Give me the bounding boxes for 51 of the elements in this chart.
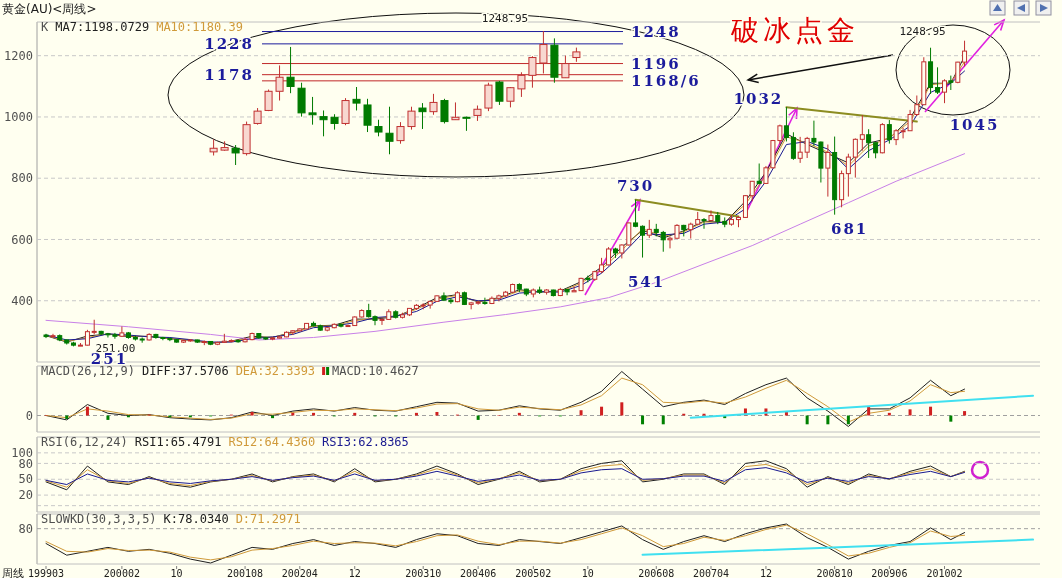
y-tick-label: 1000 bbox=[4, 110, 33, 125]
y-tick-label: 600 bbox=[11, 232, 33, 247]
y-tick-label: 800 bbox=[11, 171, 33, 186]
x-axis-title: 周线 bbox=[2, 567, 24, 578]
x-tick-label: 201002 bbox=[926, 568, 963, 578]
annotation: 1196 bbox=[631, 54, 681, 73]
legend-label: MACD:10.4627 bbox=[332, 364, 419, 378]
x-tick-label: 200310 bbox=[405, 568, 442, 578]
series-label: D:71.2971 bbox=[235, 512, 301, 526]
y-tick-label: 400 bbox=[11, 293, 33, 308]
text: RSI1:65.4791 bbox=[134, 435, 222, 449]
annotation: 1248 bbox=[631, 22, 681, 41]
annotation: 1168/6 bbox=[631, 72, 701, 91]
text: MA7:1198.0729 bbox=[55, 20, 150, 34]
x-tick-label: 10 bbox=[170, 568, 183, 578]
chart-title: RSI(6,12,24) bbox=[41, 435, 128, 449]
x-tick-label: 200906 bbox=[871, 568, 908, 578]
text: K:78.0340 bbox=[163, 512, 229, 526]
chart-subtitle: K bbox=[41, 20, 49, 34]
annotation: 541 bbox=[627, 272, 666, 291]
text: RSI2:64.4360 bbox=[228, 435, 316, 449]
text: DIFF:37.5706 bbox=[141, 364, 229, 378]
y-tick-label: 20 bbox=[18, 488, 33, 503]
chart-title: MACD(26,12,9) bbox=[41, 364, 135, 378]
x-tick-label: 200810 bbox=[816, 568, 853, 578]
annotation: 681 bbox=[830, 219, 869, 238]
annotation: 730 bbox=[616, 176, 655, 195]
x-tick-label: 200608 bbox=[638, 568, 675, 578]
x-tick-label: 200502 bbox=[515, 568, 552, 578]
x-tick-label: 200204 bbox=[281, 568, 318, 578]
x-tick-label: 200704 bbox=[692, 568, 730, 578]
x-tick-label: 200108 bbox=[227, 568, 264, 578]
chart-title: 黄金(AU)<周线> bbox=[2, 2, 97, 16]
x-tick-label: 199903 bbox=[27, 568, 65, 578]
y-tick-label: 80 bbox=[18, 456, 33, 471]
text: RSI3:62.8365 bbox=[322, 435, 409, 449]
annotation: 1045 bbox=[949, 116, 1000, 135]
x-tick-label: 12 bbox=[759, 568, 772, 578]
x-tick-label: 10 bbox=[581, 568, 594, 578]
chart-title: SLOWKD(30,3,3,5) bbox=[41, 512, 157, 526]
y-tick-label: 50 bbox=[18, 472, 33, 487]
x-tick-label: 200002 bbox=[103, 568, 140, 578]
annotation: 1178 bbox=[204, 65, 254, 84]
ref-line-label: 0 bbox=[25, 408, 33, 423]
x-tick-label: 200406 bbox=[460, 568, 497, 578]
text: DEA:32.3393 bbox=[235, 364, 316, 378]
x-tick-label: 12 bbox=[348, 568, 361, 578]
text: MA10:1180.39 bbox=[156, 20, 243, 34]
annotation: 1248.95 bbox=[481, 11, 529, 25]
y-tick-label: 1200 bbox=[4, 48, 33, 63]
annotation: 破冰点金 bbox=[730, 14, 859, 46]
